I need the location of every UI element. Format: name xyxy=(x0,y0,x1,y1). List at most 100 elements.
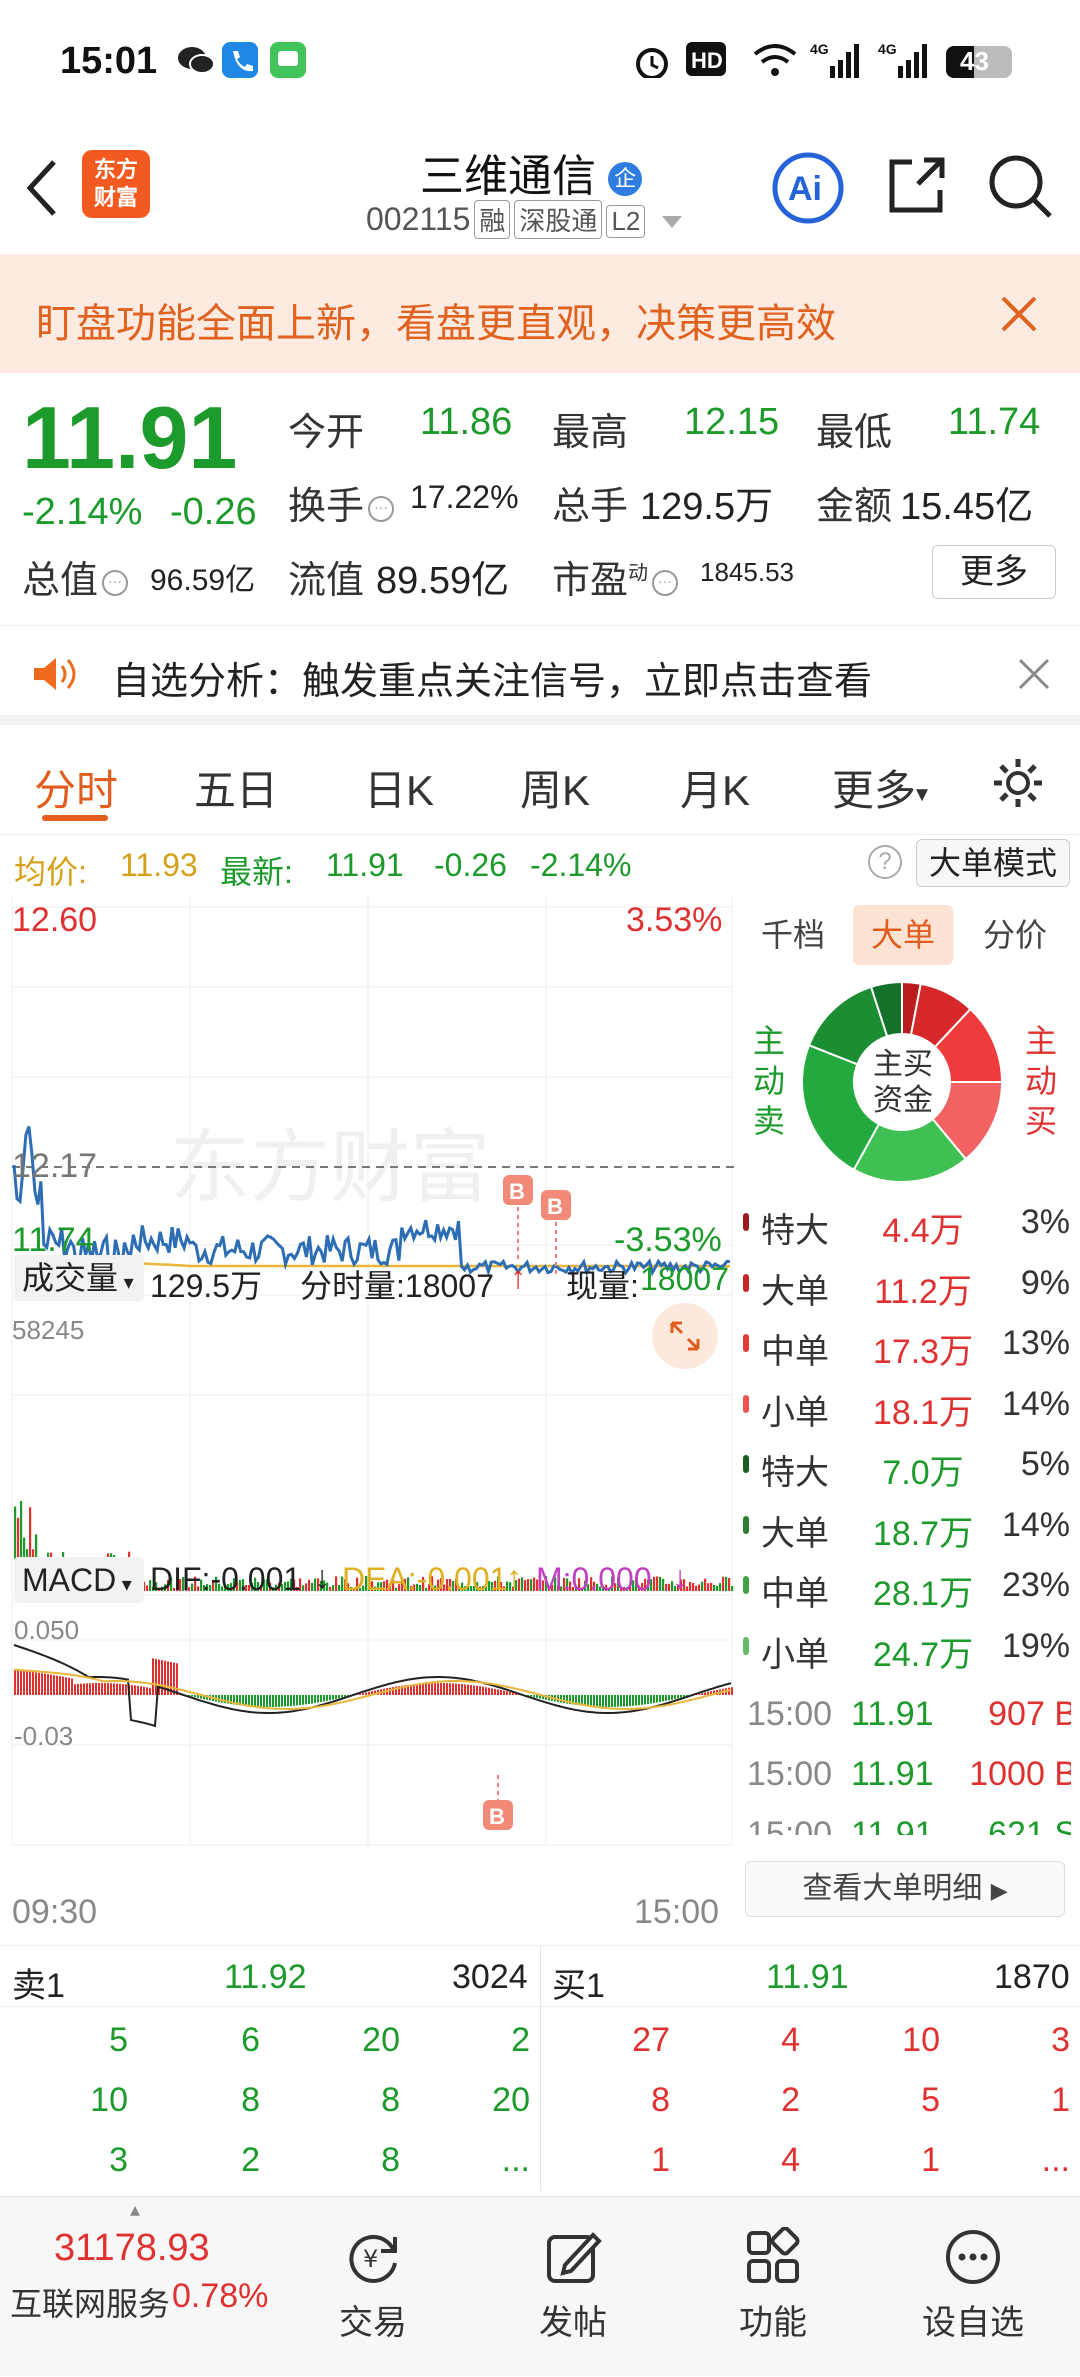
analysis-notice[interactable]: 自选分析：触发重点关注信号，立即点击查看 xyxy=(0,625,1080,725)
macd-bar xyxy=(680,1695,682,1698)
expand-icon[interactable] xyxy=(652,1303,718,1369)
nav-post[interactable]: 发帖 xyxy=(513,2227,633,2344)
order-side-marker xyxy=(743,1637,749,1655)
ask-queue-cell: 20 xyxy=(362,2021,400,2060)
order-size-name: 小单 xyxy=(761,1627,829,1676)
macd-bar xyxy=(617,1695,619,1707)
tab-price-volume[interactable]: 分价 xyxy=(965,905,1065,965)
bid-queue-cell: 1 xyxy=(1051,2081,1070,2120)
latest-change: -0.26 xyxy=(434,847,507,884)
macd-bar xyxy=(443,1683,445,1695)
order-size-volume: 7.0万 xyxy=(863,1445,983,1494)
tab-monthly-k[interactable]: 月K xyxy=(680,757,750,818)
bid1-label: 买1 xyxy=(552,1958,605,2007)
volume-value: 129.5万 xyxy=(640,475,773,530)
macd-indicator-select[interactable]: MACD ▾ xyxy=(14,1557,144,1603)
help-icon[interactable]: ? xyxy=(868,845,902,879)
volume-bar xyxy=(668,1584,670,1591)
order-size-percent: 9% xyxy=(1021,1264,1070,1303)
macd-bar xyxy=(260,1695,262,1707)
stock-code: 002115 xyxy=(366,201,470,237)
volume-bar xyxy=(332,1585,334,1591)
macd-bar xyxy=(671,1695,673,1700)
info-dots-icon[interactable]: ··· xyxy=(368,496,394,522)
pe-label: 市盈 xyxy=(552,560,628,602)
volume-bar xyxy=(524,1580,526,1591)
nav-trade[interactable]: ¥ 交易 xyxy=(313,2227,433,2344)
bid-queue-cell: 3 xyxy=(1051,2021,1070,2060)
close-icon[interactable] xyxy=(1000,295,1038,333)
macd-bar xyxy=(668,1695,670,1700)
ask-queue-cell: 3 xyxy=(109,2141,128,2180)
macd-bar xyxy=(467,1685,469,1695)
volume-bar xyxy=(698,1585,700,1592)
macd-bar xyxy=(482,1687,484,1695)
pct-axis-max: 3.53% xyxy=(626,901,722,940)
wifi-icon xyxy=(752,42,798,78)
promo-banner[interactable]: 盯盘功能全面上新，看盘更直观，决策更高效 xyxy=(0,255,1080,373)
macd-bar xyxy=(26,1671,28,1695)
tab-5day[interactable]: 五日 xyxy=(194,757,278,818)
macd-bar xyxy=(653,1695,655,1703)
svg-text:Ai: Ai xyxy=(788,170,822,208)
order-size-name: 特大 xyxy=(761,1203,829,1252)
macd-bar xyxy=(605,1695,607,1707)
nav-add-watchlist[interactable]: 设自选 xyxy=(913,2227,1033,2344)
active-buy-label: 主 动 买 xyxy=(1025,1021,1057,1141)
tab-indicator xyxy=(42,815,108,821)
app-logo: 东方财富 xyxy=(82,150,150,218)
turnover-label-row: 换手··· xyxy=(288,475,394,530)
tab-daily-k[interactable]: 日K xyxy=(364,757,434,818)
info-dots-icon[interactable]: ··· xyxy=(102,570,128,596)
donut-center-label: 主买 资金 xyxy=(863,1047,943,1119)
amount-label: 金额 xyxy=(816,475,892,530)
tab-big-orders[interactable]: 大单 xyxy=(853,905,953,965)
bid-queue-cell: 2 xyxy=(781,2081,800,2120)
bid1-price: 11.91 xyxy=(766,1958,849,1997)
tab-weekly-k[interactable]: 周K xyxy=(520,757,590,818)
share-icon[interactable] xyxy=(884,152,950,218)
volume-bar xyxy=(707,1583,709,1591)
big-order-mode-button[interactable]: 大单模式 xyxy=(916,839,1070,887)
volume-indicator-select[interactable]: 成交量 ▾ xyxy=(14,1255,144,1301)
order-side-marker xyxy=(743,1213,749,1231)
volume-bar xyxy=(665,1584,667,1591)
ask-queue-cell: 10 xyxy=(90,2081,128,2120)
macd-bar xyxy=(29,1672,31,1695)
tab-more[interactable]: 更多▾ xyxy=(832,757,928,818)
change-percent: -2.14% xyxy=(22,491,142,534)
macd-bar xyxy=(23,1671,25,1695)
more-button[interactable]: 更多 xyxy=(932,545,1056,599)
macd-bar xyxy=(284,1695,286,1707)
phone-app-icon xyxy=(222,42,258,78)
back-icon[interactable] xyxy=(22,158,62,218)
macd-bar xyxy=(194,1695,196,1697)
search-icon[interactable] xyxy=(986,152,1056,222)
macd-bar xyxy=(365,1692,367,1695)
macd-bar xyxy=(476,1686,478,1695)
enterprise-badge: 企 xyxy=(608,162,642,196)
dropdown-caret-icon xyxy=(662,216,682,228)
info-dots-icon[interactable]: ··· xyxy=(652,570,678,596)
index-ticker[interactable]: ▴ 31178.93 互联网服务 0.78% xyxy=(0,2197,290,2377)
macd-bar xyxy=(701,1693,703,1695)
chevron-down-icon: ▾ xyxy=(118,1272,134,1294)
volume-bar xyxy=(725,1577,727,1591)
view-big-order-detail-button[interactable]: 查看大单明细 ▶ xyxy=(745,1861,1065,1917)
macd-bar xyxy=(620,1695,622,1707)
tab-order-book[interactable]: 千档 xyxy=(743,905,843,965)
macd-bar xyxy=(137,1686,139,1695)
tab-intraday[interactable]: 分时 xyxy=(34,757,118,818)
gear-icon[interactable] xyxy=(990,755,1046,811)
volume-bar xyxy=(659,1577,661,1591)
nav-functions[interactable]: 功能 xyxy=(713,2227,833,2344)
macd-bar xyxy=(17,1670,19,1695)
order-size-percent: 14% xyxy=(1002,1506,1070,1545)
close-icon[interactable] xyxy=(1018,658,1050,690)
macd-m: M:0.000 xyxy=(536,1561,652,1598)
ai-icon[interactable]: Ai xyxy=(770,150,846,226)
macd-bar xyxy=(308,1695,310,1704)
